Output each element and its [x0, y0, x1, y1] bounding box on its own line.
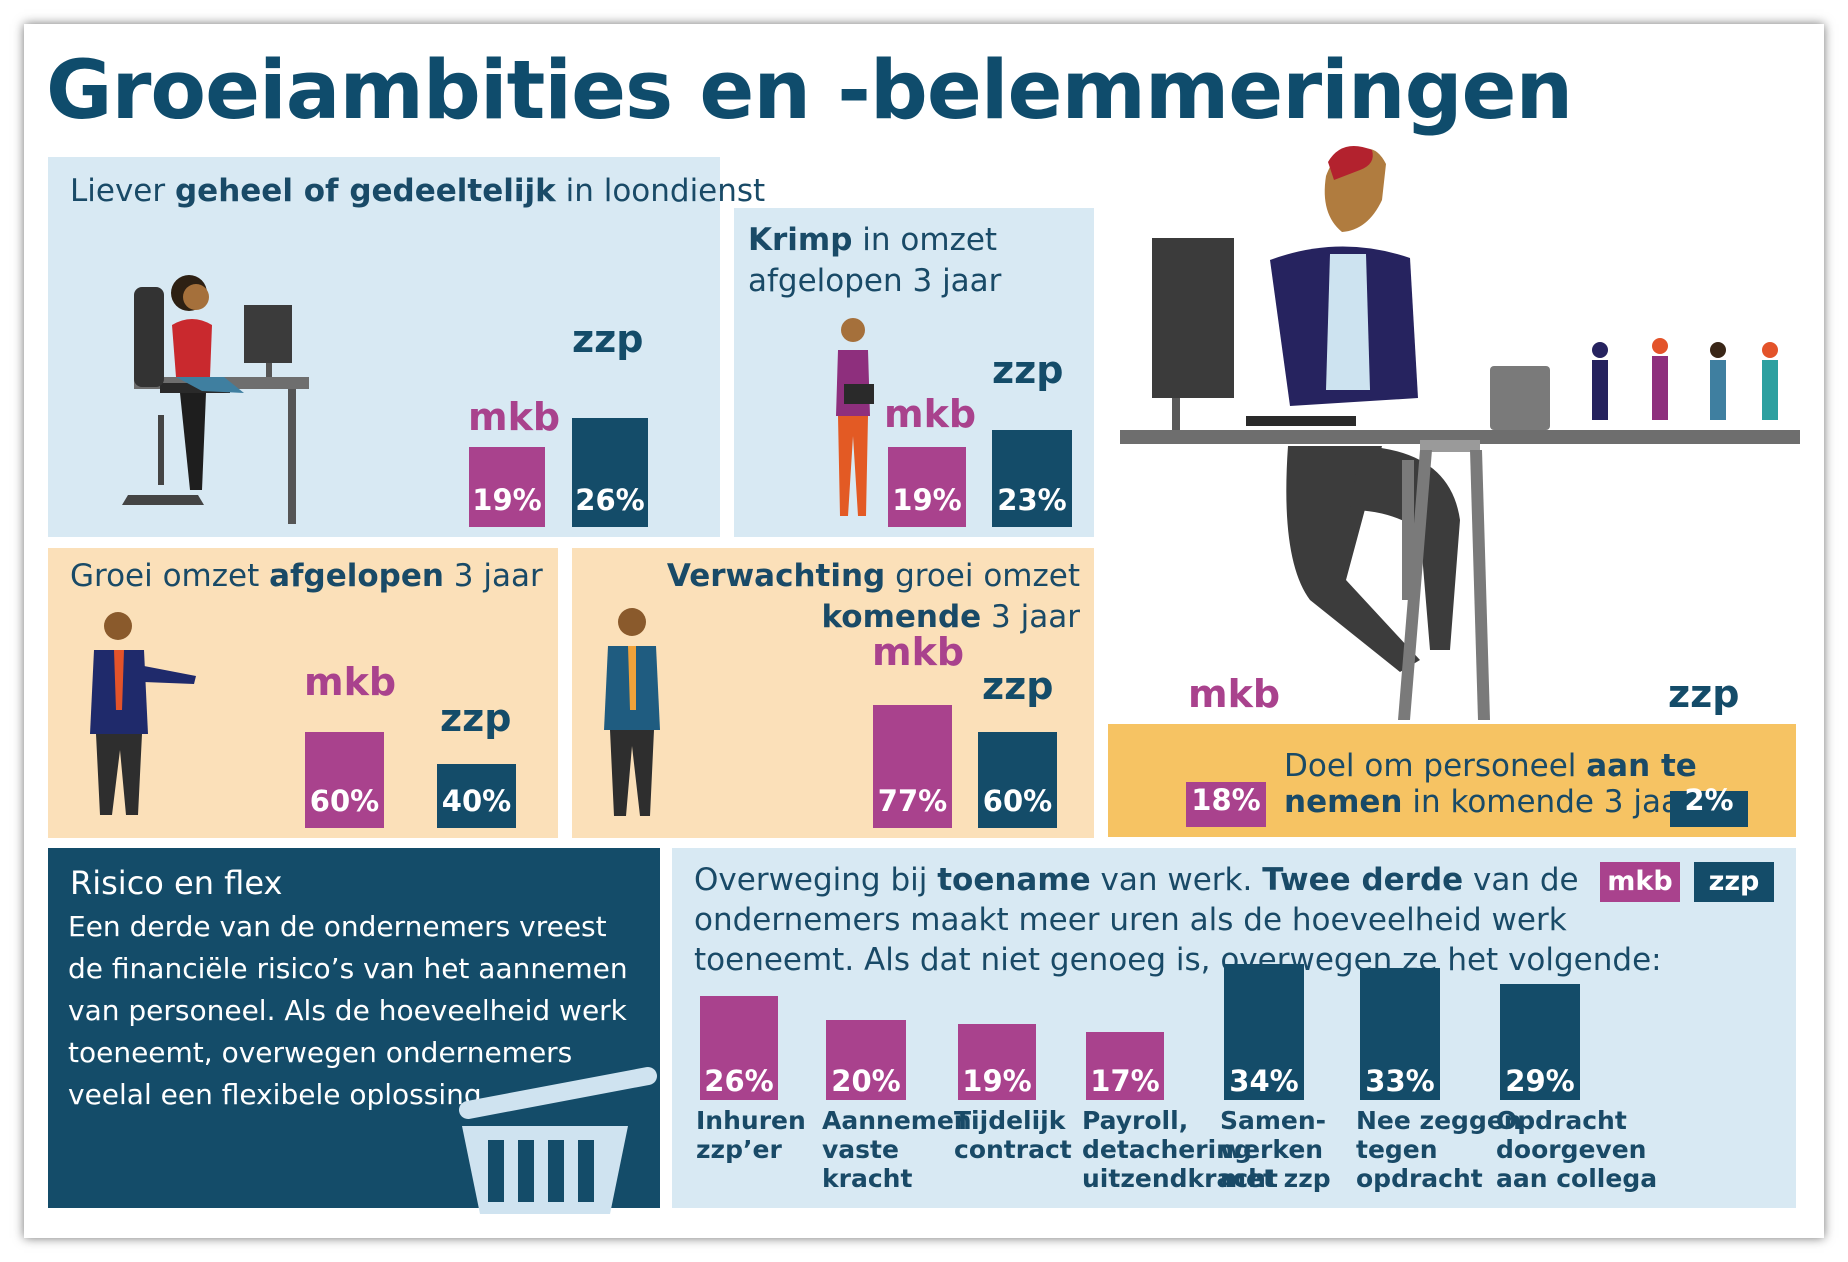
- panel-personeel-zzp-label: zzp: [1668, 672, 1740, 716]
- panel-groei: Groei omzet afgelopen 3 jaar mkb zzp 60%…: [48, 548, 558, 838]
- businessman-standing-illustration: [604, 608, 660, 816]
- panel-verwachting-zzp-bar: 60%: [978, 732, 1057, 828]
- consideration-category-label: Samen-werken met zzp: [1220, 1106, 1331, 1193]
- man-with-tablet-illustration: [836, 318, 874, 516]
- panel-risico-title: Risico en flex: [70, 864, 283, 902]
- panel-risico: Risico en flex Een derde van de ondernem…: [48, 848, 660, 1214]
- panel-personeel: 18% Doel om personeel aan te nemen in kom…: [1108, 724, 1796, 837]
- consideration-value: 33%: [1365, 1064, 1435, 1098]
- panel-verwachting-zzp-label: zzp: [982, 664, 1054, 708]
- panel-verwachting: Verwachting groei omzet komende 3 jaar mk…: [572, 548, 1094, 838]
- consideration-category-label: Opdracht doorgeven aan collega: [1496, 1106, 1658, 1193]
- consideration-category-label: Nee zeggen tegen opdracht: [1356, 1106, 1522, 1193]
- panel-loondienst-zzp-value: 26%: [575, 482, 645, 517]
- panel-groei-mkb-value: 60%: [309, 784, 380, 818]
- panel-krimp-zzp-value: 23%: [997, 482, 1067, 517]
- page-title: Groeiambities en -belemmeringen: [46, 44, 1573, 138]
- panel-groei-zzp-value: 40%: [441, 784, 512, 818]
- basket-icon: [459, 1067, 657, 1214]
- panel-krimp-heading: Krimp in omzet afgelopen 3 jaar: [748, 222, 1002, 299]
- panel-personeel-text: Doel om personeel aan te nemen in komende…: [1284, 748, 1697, 820]
- panel-personeel-mkb-value: 18%: [1191, 783, 1261, 817]
- panel-personeel-mkb-label: mkb: [1188, 672, 1281, 716]
- panel-krimp-zzp-label: zzp: [992, 348, 1064, 392]
- panel-groei-mkb-label: mkb: [304, 660, 397, 704]
- consideration-bar: 20%: [826, 1020, 906, 1100]
- consideration-bar: 26%: [700, 996, 778, 1100]
- consideration-value: 19%: [962, 1064, 1032, 1098]
- consideration-value: 20%: [831, 1064, 901, 1098]
- panel-personeel-zzp-value: 2%: [1684, 783, 1734, 817]
- consideration-category-label: Inhuren zzp’er: [696, 1106, 806, 1164]
- consideration-value: 26%: [704, 1064, 774, 1098]
- consideration-value: 29%: [1505, 1064, 1575, 1098]
- panel-krimp: Krimp in omzet afgelopen 3 jaar mkb zzp 1…: [734, 208, 1094, 537]
- panel-loondienst-zzp-label: zzp: [572, 317, 644, 361]
- panel-loondienst-mkb-value: 19%: [472, 482, 542, 517]
- panel-verwachting-mkb-bar: 77%: [873, 704, 952, 828]
- panel-groei-mkb-bar: 60%: [305, 732, 384, 828]
- panel-loondienst: Liever geheel of gedeeltelijk in loondie…: [48, 157, 765, 537]
- panel-overweging: Overweging bij toename van werk. Twee de…: [672, 848, 1796, 1208]
- consideration-category-label: Payroll, detachering uitzendkracht: [1082, 1106, 1278, 1193]
- legend-mkb: mkb: [1600, 862, 1680, 902]
- panel-personeel-mkb-bar: 18%: [1186, 782, 1266, 827]
- consideration-category-label: Tijdelijk contract: [954, 1106, 1072, 1164]
- panel-personeel-zzp-bar: 2%: [1670, 783, 1748, 827]
- panel-groei-zzp-label: zzp: [440, 696, 512, 740]
- woman-at-desk-illustration: [122, 275, 309, 524]
- panel-verwachting-mkb-label: mkb: [872, 630, 965, 674]
- panel-overweging-heading: Overweging bij toename van werk. Twee de…: [694, 862, 1662, 978]
- consideration-bar: 19%: [958, 1024, 1036, 1100]
- entrepreneur-at-desk-illustration: [1120, 146, 1800, 720]
- panel-loondienst-zzp-bar: 26%: [572, 417, 648, 527]
- consideration-bar: 33%: [1360, 968, 1440, 1100]
- consideration-value: 34%: [1229, 1064, 1299, 1098]
- consideration-value: 17%: [1090, 1064, 1160, 1098]
- panel-risico-text: Een derde van de ondernemers vreest de f…: [68, 910, 628, 1111]
- consideration-category-label: Aannemen vaste kracht: [822, 1106, 972, 1193]
- panel-loondienst-mkb-bar: 19%: [469, 447, 545, 527]
- panel-verwachting-heading: Verwachting groei omzet komende 3 jaar: [666, 558, 1080, 635]
- panel-krimp-mkb-value: 19%: [892, 482, 962, 517]
- consideration-bar: 29%: [1500, 984, 1580, 1100]
- panel-krimp-zzp-bar: 23%: [992, 430, 1072, 527]
- panel-loondienst-heading: Liever geheel of gedeeltelijk in loondie…: [70, 173, 766, 209]
- consideration-bar: 34%: [1224, 964, 1304, 1100]
- panel-krimp-mkb-label: mkb: [884, 392, 977, 436]
- panel-groei-zzp-bar: 40%: [437, 764, 516, 828]
- panel-loondienst-mkb-label: mkb: [468, 395, 561, 439]
- panel-krimp-mkb-bar: 19%: [888, 447, 966, 527]
- panel-groei-heading: Groei omzet afgelopen 3 jaar: [70, 558, 543, 594]
- businessman-pointing-illustration: [90, 612, 196, 815]
- consideration-bar: 17%: [1086, 1032, 1164, 1100]
- panel-verwachting-mkb-value: 77%: [877, 783, 948, 818]
- legend-zzp: zzp: [1694, 862, 1774, 902]
- panel-verwachting-zzp-value: 60%: [982, 784, 1053, 818]
